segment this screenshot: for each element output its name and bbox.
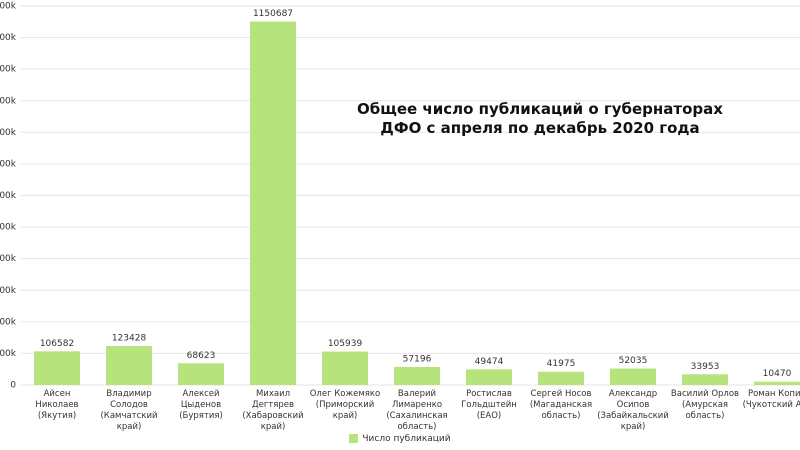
y-tick-label: 700k (0, 159, 17, 169)
bar (466, 369, 512, 385)
value-label: 41975 (547, 359, 576, 369)
bar (250, 21, 296, 386)
y-tick-label: 100k (0, 349, 17, 359)
legend-label: Число публикаций (362, 434, 451, 444)
x-tick-label: Валерий Лимаренко (Сахалинская область) (386, 389, 448, 432)
x-tick-label: Василий Орлов (Амурская область) (670, 389, 740, 421)
y-tick-label: 800k (0, 128, 17, 138)
bar (538, 371, 584, 385)
y-tick-label: 200k (0, 317, 17, 327)
bar (106, 346, 152, 385)
x-tick-label: Ростислав Гольдштейн (ЕАО) (461, 389, 517, 421)
value-label: 123428 (112, 334, 147, 344)
bar (610, 368, 656, 385)
y-tick-label: 1200k (0, 2, 17, 12)
value-label: 1150687 (253, 9, 293, 19)
y-tick-label: 0 (10, 381, 16, 391)
bar (178, 363, 224, 385)
y-tick-label: 1100k (0, 33, 17, 43)
chart-title: Общее число публикаций о губернаторах ДФ… (357, 100, 723, 137)
y-tick-label: 1000k (0, 65, 17, 75)
x-tick-label: Сергей Носов (Магаданская область) (529, 389, 593, 421)
bar (394, 366, 440, 385)
legend-swatch (349, 434, 359, 443)
bar (322, 351, 368, 385)
x-tick-label: Олег Кожемяко (Приморский край) (309, 389, 381, 421)
y-tick-label: 300k (0, 286, 17, 296)
value-label: 105939 (328, 339, 363, 349)
value-label: 106582 (40, 339, 74, 349)
value-label: 49474 (475, 357, 504, 367)
bar (682, 374, 728, 385)
y-tick-label: 900k (0, 96, 17, 106)
x-tick-label: Айсен Николаев (Якутия) (35, 389, 79, 421)
y-tick-label: 400k (0, 254, 17, 264)
value-label: 52035 (619, 356, 648, 366)
x-tick-label: Владимир Солодов (Камчатский край) (100, 389, 158, 432)
bar (754, 381, 800, 385)
value-label: 57196 (403, 354, 432, 364)
x-tick-label: Роман Копин (Чукотский АО) (742, 389, 800, 410)
x-tick-label: Михаил Дегтярев (Хабаровский край) (242, 389, 304, 432)
value-label: 33953 (691, 362, 720, 372)
y-tick-label: 500k (0, 223, 17, 233)
x-tick-label: Александр Осипов (Забайкальский край) (597, 389, 669, 432)
y-tick-label: 600k (0, 191, 17, 201)
value-label: 68623 (187, 351, 216, 361)
bar (34, 351, 80, 385)
legend: Число публикаций (0, 434, 800, 444)
x-tick-label: Алексей Цыденов (Бурятия) (179, 389, 223, 421)
value-label: 10470 (763, 369, 792, 379)
